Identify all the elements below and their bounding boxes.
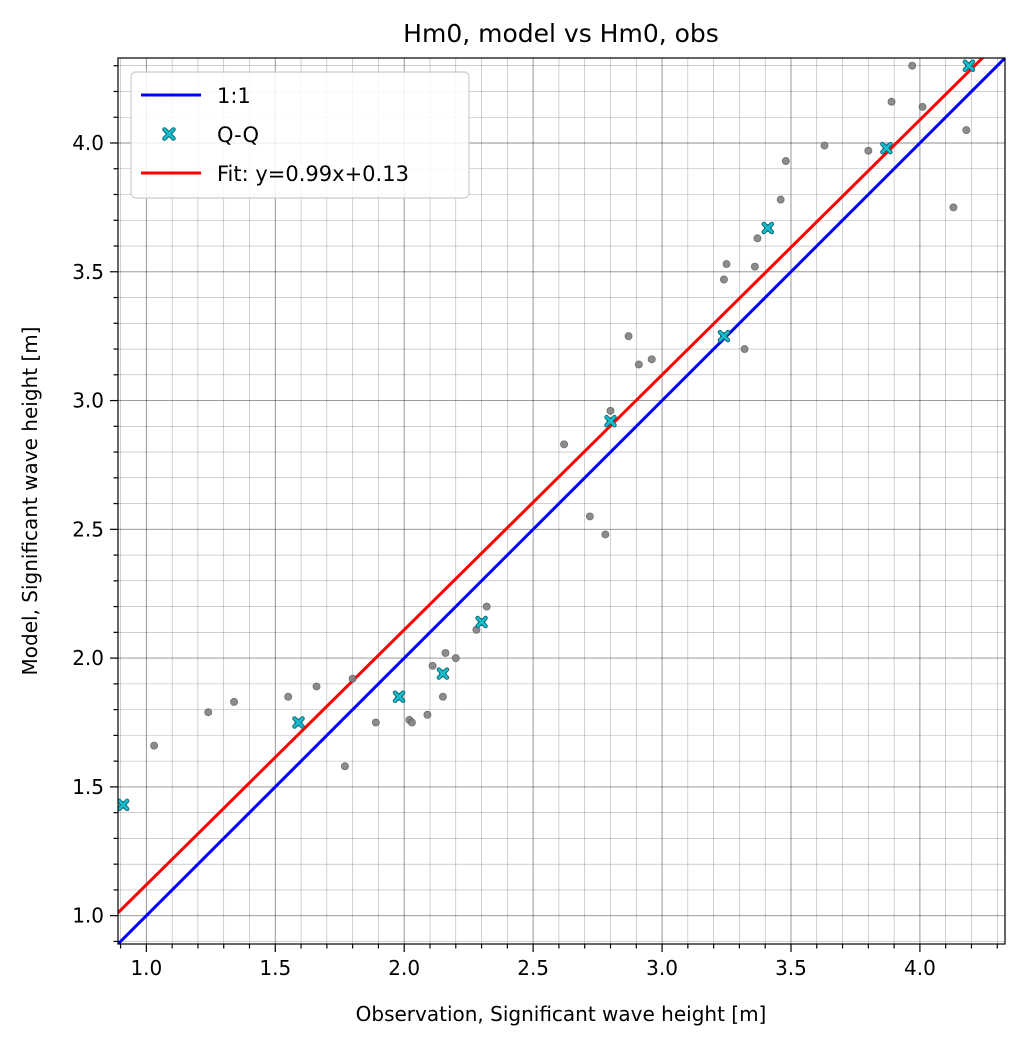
scatter-point xyxy=(150,741,159,750)
x-tick-label: 3.5 xyxy=(775,956,807,980)
scatter-point xyxy=(647,355,656,364)
scatter-point xyxy=(560,440,569,449)
scatter-point xyxy=(585,512,594,521)
scatter-point xyxy=(820,141,829,150)
scatter-point xyxy=(340,762,349,771)
line-fit xyxy=(118,58,985,914)
qq-markers xyxy=(118,59,976,812)
scatter-point xyxy=(428,661,437,670)
minor-grid xyxy=(118,58,1005,944)
x-tick-label: 2.5 xyxy=(517,956,549,980)
line-series xyxy=(118,58,1005,944)
qq-marker xyxy=(118,798,130,812)
legend-label-fit: Fit: y=0.99x+0.13 xyxy=(217,162,409,186)
x-tick-label: 3.0 xyxy=(646,956,678,980)
legend: 1:1 Q-Q Fit: y=0.99x+0.13 xyxy=(130,71,470,199)
scatter-point xyxy=(606,406,615,415)
scatter-point xyxy=(438,692,447,701)
scatter-point xyxy=(722,260,731,269)
scatter-point xyxy=(441,648,450,657)
y-tick-label: 2.0 xyxy=(72,646,104,670)
scatter-point xyxy=(962,126,971,135)
qq-marker xyxy=(880,141,893,155)
qq-marker xyxy=(392,690,406,703)
y-tick-label: 2.5 xyxy=(72,517,104,541)
line-1to1 xyxy=(118,58,1005,944)
scatter-point xyxy=(750,262,759,271)
scatter-point xyxy=(204,708,213,717)
qq-marker xyxy=(717,329,731,343)
x-tick-label: 1.0 xyxy=(130,956,162,980)
scatter-point xyxy=(864,146,873,155)
y-axis-label: Model, Significant wave height [m] xyxy=(18,327,42,676)
y-tick-label: 1.5 xyxy=(72,775,104,799)
scatter-point xyxy=(887,97,896,106)
scatter-point xyxy=(776,195,785,204)
scatter-point xyxy=(908,61,917,70)
x-tick-label: 2.0 xyxy=(388,956,420,980)
qq-marker xyxy=(475,615,488,629)
scatter-point xyxy=(230,697,239,706)
plot-frame xyxy=(117,57,1006,945)
y-tick-label: 3.0 xyxy=(72,389,104,413)
qq-marker xyxy=(761,221,775,235)
x-axis-label: Observation, Significant wave height [m] xyxy=(356,1002,767,1026)
qq-marker xyxy=(292,716,305,729)
scatter-points xyxy=(119,61,973,809)
legend-box xyxy=(130,71,470,199)
qq-marker xyxy=(604,414,617,428)
scatter-point xyxy=(719,275,728,284)
legend-swatch-qq xyxy=(162,127,176,141)
scatter-point xyxy=(601,530,610,539)
scatter-point xyxy=(451,654,460,663)
chart-title: Hm0, model vs Hm0, obs xyxy=(403,19,719,48)
scatter-point xyxy=(348,674,357,683)
qq-marker xyxy=(962,59,976,72)
y-tick-labels: 1.0 1.5 2.0 2.5 3.0 3.5 4.0 xyxy=(72,131,104,928)
x-tick-label: 1.5 xyxy=(259,956,291,980)
scatter-point xyxy=(407,718,416,727)
scatter-point xyxy=(918,102,927,111)
scatter-point xyxy=(753,234,762,243)
legend-label-qq: Q-Q xyxy=(217,123,259,147)
x-tick-label: 4.0 xyxy=(904,956,936,980)
scatter-point xyxy=(781,157,790,166)
x-tick-labels: 1.0 1.5 2.0 2.5 3.0 3.5 4.0 xyxy=(130,956,935,980)
scatter-point xyxy=(634,360,643,369)
scatter-point xyxy=(740,345,749,354)
y-tick-label: 1.0 xyxy=(72,904,104,928)
scatter-point xyxy=(371,718,380,727)
y-tick-label: 3.5 xyxy=(72,260,104,284)
axis-ticks xyxy=(110,65,998,952)
y-tick-label: 4.0 xyxy=(72,131,104,155)
legend-label-1to1: 1:1 xyxy=(217,84,251,108)
scatter-point xyxy=(624,332,633,341)
qq-marker xyxy=(436,667,450,680)
scatter-point xyxy=(312,682,321,691)
scatter-point xyxy=(482,602,491,611)
scatter-point xyxy=(284,692,293,701)
major-grid xyxy=(118,58,1005,944)
scatter-point xyxy=(423,710,432,719)
scatter-point xyxy=(949,203,958,212)
